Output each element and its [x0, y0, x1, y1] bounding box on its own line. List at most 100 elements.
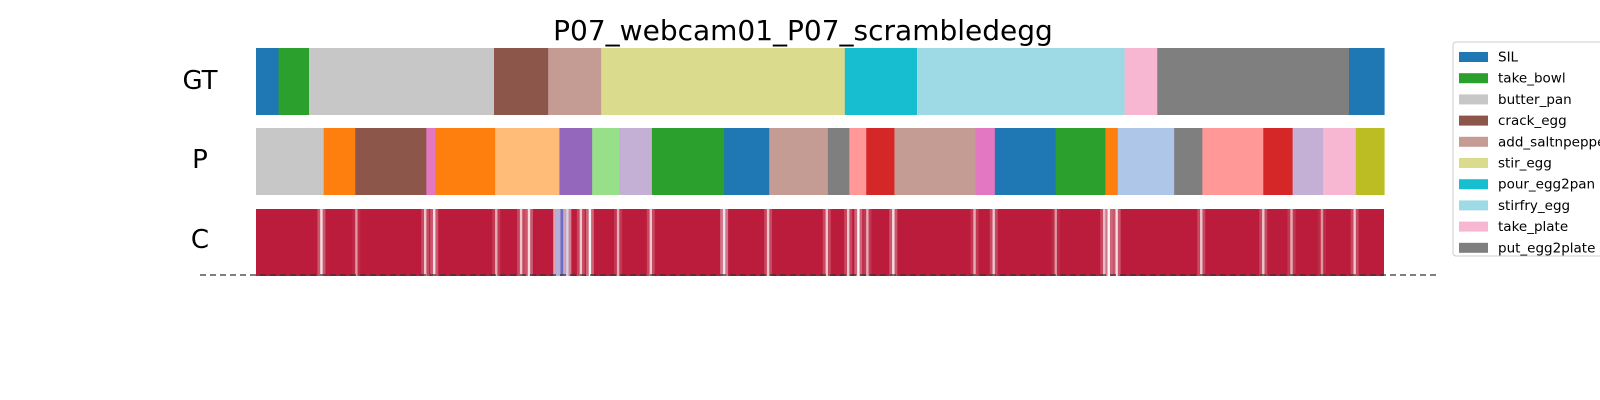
prediction-segment: [827, 128, 850, 195]
confidence-base: [256, 209, 1384, 276]
prediction-segment: [355, 128, 427, 195]
confidence-mark: [863, 209, 872, 276]
gt-segment: [494, 48, 549, 115]
legend-swatch: [1459, 242, 1488, 253]
confidence-mark: [889, 209, 898, 276]
confidence-mark: [317, 209, 326, 276]
confidence-mark: [1287, 209, 1296, 276]
prediction-segment: [1202, 128, 1264, 195]
prediction-segment: [435, 128, 496, 195]
confidence-mark: [1259, 209, 1268, 276]
legend-swatch: [1459, 136, 1488, 147]
legend-item: stir_egg: [1459, 156, 1552, 172]
row-labels: GT P C: [182, 66, 217, 255]
prediction-segment: [1355, 128, 1385, 195]
confidence-mark: [822, 209, 831, 276]
confidence-mark: [1317, 209, 1326, 276]
row-label-p: P: [192, 145, 208, 175]
prediction-segment: [1174, 128, 1203, 195]
prediction-segment: [256, 128, 325, 195]
confidence-mark: [646, 209, 655, 276]
confidence-mark: [1112, 209, 1121, 276]
legend-label: add_saltnpepper: [1498, 134, 1600, 150]
confidence-mark: [1104, 209, 1113, 276]
prediction-segment: [1055, 128, 1106, 195]
prediction-segment: [1105, 128, 1119, 195]
confidence-mark: [557, 209, 566, 276]
gt-segment: [1349, 48, 1385, 115]
confidence-mark: [1197, 209, 1206, 276]
prediction-segment: [894, 128, 977, 195]
prediction-segment: [619, 128, 653, 195]
legend-swatch: [1459, 179, 1488, 190]
row-label-c: C: [191, 225, 209, 255]
legend-label: butter_pan: [1498, 92, 1572, 108]
confidence-mark: [553, 209, 562, 276]
confidence-mark: [576, 209, 585, 276]
legend-label: put_egg2plate: [1498, 240, 1595, 256]
chart-title: P07_webcam01_P07_scrambledegg: [553, 14, 1053, 47]
legend-label: crack_egg: [1498, 113, 1567, 129]
legend-swatch: [1459, 158, 1488, 168]
legend-swatch: [1459, 52, 1488, 62]
prediction-segment: [849, 128, 867, 195]
confidence-mark: [854, 209, 863, 276]
prediction-segment: [724, 128, 770, 195]
gt-segment: [1157, 48, 1350, 115]
confidence-mark: [563, 209, 572, 276]
confidence-mark: [352, 209, 361, 276]
prediction-segment: [495, 128, 561, 195]
confidence-mark: [517, 209, 526, 276]
gt-segment: [844, 48, 918, 115]
confidence-mark: [430, 209, 439, 276]
confidence-mark: [1051, 209, 1060, 276]
prediction-segment: [651, 128, 725, 195]
confidence-mark: [614, 209, 623, 276]
legend-swatch: [1459, 221, 1488, 232]
legend-item: add_saltnpepper: [1459, 134, 1600, 150]
legend-swatch: [1459, 73, 1488, 84]
legend-item: crack_egg: [1459, 113, 1567, 129]
confidence-mark: [524, 209, 533, 276]
legend-label: pour_egg2pan: [1498, 177, 1595, 193]
legend-item: take_plate: [1459, 219, 1568, 235]
confidence-mark: [1100, 209, 1109, 276]
confidence-mark: [970, 209, 979, 276]
prediction-segment: [975, 128, 996, 195]
prediction-segment: [1263, 128, 1294, 195]
legend-label: take_plate: [1498, 219, 1568, 235]
prediction-segment: [323, 128, 356, 195]
confidence-mark: [764, 209, 773, 276]
legend-item: pour_egg2pan: [1459, 177, 1595, 193]
confidence-mark: [989, 209, 998, 276]
confidence-mark: [421, 209, 430, 276]
prediction-segment: [559, 128, 593, 195]
prediction-segment: [1117, 128, 1175, 195]
legend: SIL take_bowl butter_pan crack_egg add_saltn…: [1452, 41, 1600, 257]
prediction-segment: [994, 128, 1057, 195]
confidence-mark: [585, 209, 594, 276]
gt-segment: [601, 48, 846, 115]
gt-segment: [1124, 48, 1158, 115]
legend-label: stir_egg: [1498, 156, 1552, 172]
legend-label: take_bowl: [1498, 71, 1566, 87]
gt-segment: [309, 48, 495, 115]
prediction-segment: [1292, 128, 1324, 195]
gt-segment: [917, 48, 1126, 115]
gt-row: [256, 48, 1385, 115]
legend-item: take_bowl: [1459, 71, 1566, 87]
legend-item: stirfry_egg: [1459, 198, 1570, 214]
row-label-gt: GT: [182, 66, 217, 96]
confidence-mark: [720, 209, 729, 276]
gt-segment: [256, 48, 280, 115]
confidence-mark: [1350, 209, 1359, 276]
prediction-segment: [592, 128, 620, 195]
gt-segment: [278, 48, 310, 115]
legend-label: stirfry_egg: [1498, 198, 1570, 214]
prediction-segment: [769, 128, 829, 195]
legend-swatch: [1459, 200, 1488, 211]
legend-swatch: [1459, 94, 1488, 105]
legend-item: SIL: [1459, 50, 1519, 66]
prediction-segment: [866, 128, 896, 195]
